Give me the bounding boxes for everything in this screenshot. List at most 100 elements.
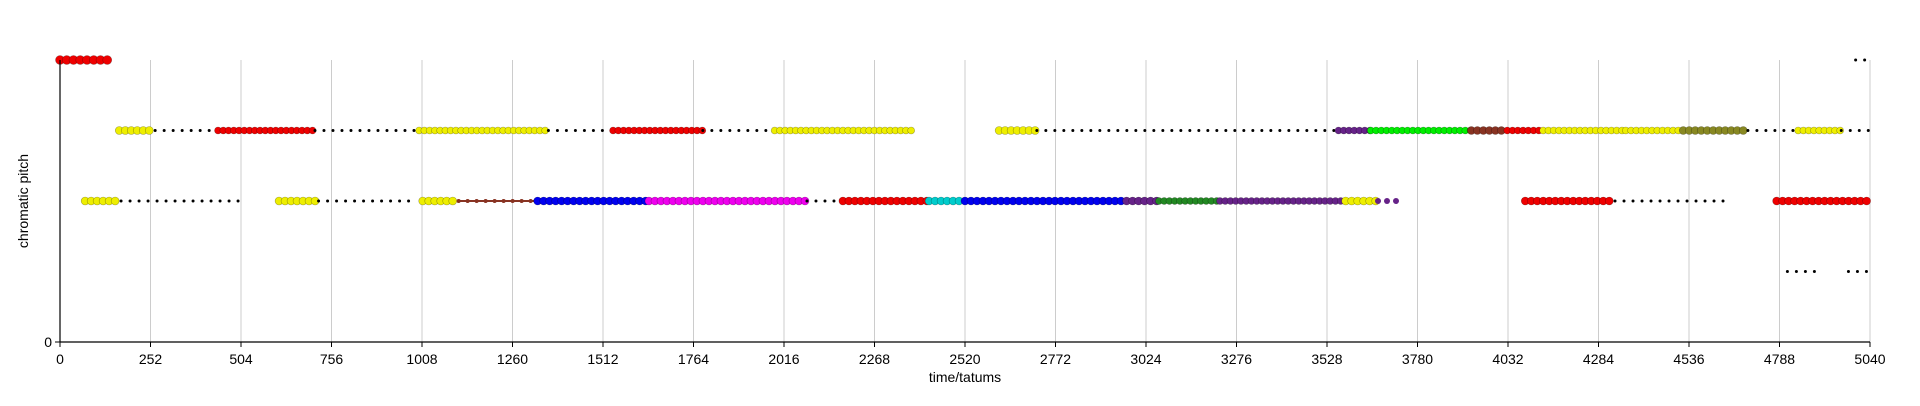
x-tick-label: 4536 [1673, 351, 1704, 367]
data-point [180, 129, 184, 132]
data-point [209, 199, 213, 203]
data-point [1857, 129, 1861, 132]
data-point [119, 199, 123, 203]
data-point [1864, 270, 1868, 273]
data-point [1116, 129, 1120, 132]
data-point [1062, 129, 1066, 132]
data-point [1812, 270, 1816, 273]
data-point [737, 129, 741, 132]
data-point [1188, 129, 1192, 132]
data-point [1854, 58, 1858, 62]
data-point [1755, 129, 1759, 132]
data-point [1773, 129, 1777, 132]
data-point [1278, 129, 1282, 132]
data-point [1848, 129, 1852, 132]
data-point [236, 199, 240, 203]
data-point [1305, 129, 1309, 132]
data-point [182, 199, 186, 203]
data-point [171, 129, 175, 132]
data-point [1721, 199, 1725, 203]
data-point [1107, 129, 1111, 132]
x-tick-label: 3780 [1402, 351, 1433, 367]
data-point [1613, 199, 1617, 203]
data-point [389, 199, 393, 203]
data-point [331, 129, 335, 132]
data-point [564, 129, 568, 132]
x-tick-label: 3528 [1311, 351, 1342, 367]
data-point [1803, 270, 1807, 273]
data-point [528, 199, 533, 203]
x-tick-label: 252 [139, 351, 163, 367]
data-point [322, 129, 326, 132]
data-point [1794, 270, 1798, 273]
data-point [1685, 199, 1689, 203]
data-point [398, 199, 402, 203]
data-point [128, 199, 132, 203]
data-point [1197, 129, 1201, 132]
data-point [1738, 126, 1748, 135]
data-point [207, 129, 211, 132]
data-point [501, 199, 506, 203]
data-point [1658, 199, 1662, 203]
data-point [1287, 129, 1291, 132]
data-point [1694, 199, 1698, 203]
data-point [1764, 129, 1768, 132]
data-point [800, 196, 810, 206]
y-tick-label: 0 [44, 334, 52, 350]
data-point [1053, 129, 1057, 132]
x-tick-label: 4284 [1583, 351, 1614, 367]
data-point [755, 129, 759, 132]
data-point [403, 129, 407, 132]
tick-labels: 0 252 504 756 1008 1260 1512 1764 2016 2268 2520 27… [44, 334, 1886, 367]
data-point [1170, 129, 1174, 132]
data-point [1712, 199, 1716, 203]
data-point [1098, 129, 1102, 132]
x-tick-label: 0 [56, 351, 64, 367]
x-tick-label: 3276 [1221, 351, 1252, 367]
data-point [164, 199, 168, 203]
data-point [448, 196, 458, 206]
data-point [701, 129, 705, 132]
data-point [367, 129, 371, 132]
data-point [1242, 129, 1246, 132]
x-tick-label: 3024 [1130, 351, 1161, 367]
data-point [582, 129, 586, 132]
data-point [146, 199, 150, 203]
data-point [353, 199, 357, 203]
data-point [198, 129, 202, 132]
data-point [189, 129, 193, 132]
data-point [162, 129, 166, 132]
data-point [555, 129, 559, 132]
data-points [55, 55, 1871, 273]
data-point [1703, 199, 1707, 203]
data-point [1143, 129, 1147, 132]
data-point [1179, 129, 1183, 132]
data-point [546, 129, 550, 132]
data-point [1260, 129, 1264, 132]
data-point [1152, 129, 1156, 132]
data-point [1631, 199, 1635, 203]
data-point [317, 199, 321, 203]
data-point [376, 129, 380, 132]
data-point [335, 199, 339, 203]
data-point [371, 199, 375, 203]
data-point [191, 199, 195, 203]
data-point [1030, 126, 1040, 135]
data-point [719, 129, 723, 132]
data-point [1224, 129, 1228, 132]
data-point [340, 129, 344, 132]
data-point [1384, 198, 1390, 204]
data-point [155, 199, 159, 203]
data-point [1251, 129, 1255, 132]
data-point [358, 129, 362, 132]
data-point [1649, 199, 1653, 203]
data-point [380, 199, 384, 203]
data-point [1791, 129, 1795, 132]
x-tick-label: 2772 [1040, 351, 1071, 367]
x-tick-label: 5040 [1854, 351, 1885, 367]
data-point [362, 199, 366, 203]
data-point [710, 129, 714, 132]
data-point [591, 129, 595, 132]
